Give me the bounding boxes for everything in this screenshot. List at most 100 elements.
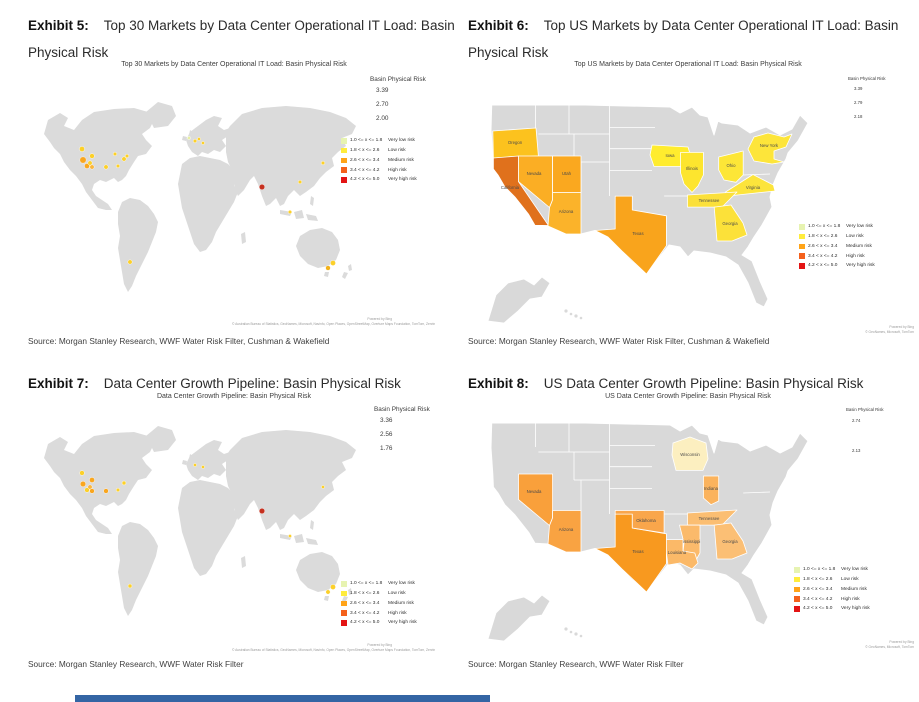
legend-range: 4.2 < x <= 5.0: [350, 620, 380, 626]
market-marker: [321, 161, 326, 166]
legend-row: 1.0 <= x <= 1.8 Very low risk: [341, 581, 417, 587]
source-note: Source: Morgan Stanley Research, WWF Wat…: [28, 659, 244, 669]
market-marker: [325, 589, 331, 595]
state-shape-georgia: [713, 204, 748, 242]
copyright-text: © GeoNames, Microsoft, TomTom: [865, 645, 914, 650]
legend-label: High risk: [846, 253, 865, 259]
legend-label: High risk: [388, 167, 407, 173]
state-label: Texas: [632, 549, 643, 554]
legend-row: 2.6 < x <= 3.4 Medium risk: [799, 243, 875, 250]
legend-row: 3.4 < x <= 4.2 High risk: [341, 167, 417, 173]
market-marker: [87, 160, 93, 166]
exhibit-8-label: Exhibit 8:: [468, 376, 529, 391]
exhibit-5-label: Exhibit 5:: [28, 18, 89, 33]
market-marker: [258, 507, 265, 514]
powered-by-text: Powered by Bing: [367, 643, 392, 648]
legend-range: 2.6 < x <= 3.4: [350, 600, 380, 606]
market-marker: [201, 465, 205, 469]
legend-range: 1.0 <= x <= 1.8: [803, 567, 836, 573]
state-label: Louisiana: [668, 550, 687, 555]
hawaii-island: [569, 312, 573, 316]
legend-label: Low risk: [388, 148, 406, 154]
legend-swatch: [341, 590, 347, 597]
legend-swatch: [799, 224, 805, 230]
legend-swatch: [341, 581, 347, 587]
legend-swatch: [794, 606, 800, 612]
scale-value: 3.39: [376, 87, 389, 94]
alaska-shape: [487, 594, 551, 642]
market-marker: [187, 136, 191, 140]
state-shape-indiana: [703, 475, 720, 506]
exhibit-5-title: Top 30 Markets by Data Center Operationa…: [28, 18, 455, 60]
state-label: Tennessee: [699, 198, 720, 203]
legend-label: Low risk: [841, 577, 859, 583]
market-marker: [87, 484, 93, 490]
chart-title: US Data Center Growth Pipeline: Basin Ph…: [605, 393, 771, 400]
market-marker: [103, 488, 109, 494]
legend-label: Very low risk: [388, 581, 415, 587]
legend-range: 3.4 < x <= 4.2: [803, 596, 833, 602]
copyright-text: © Australian Bureau of Statistics, GeoNa…: [232, 648, 436, 653]
legend-label: Very high risk: [841, 606, 870, 612]
legend-label: Medium risk: [388, 157, 414, 163]
legend-label: Very high risk: [846, 263, 875, 269]
risk-category-legend: 1.0 <= x <= 1.8 Very low risk 1.8 < x <= 2…: [794, 567, 870, 616]
chart-title: Data Center Growth Pipeline: Basin Physi…: [156, 393, 312, 400]
state-label: Iowa: [665, 153, 675, 158]
market-marker: [330, 584, 336, 590]
powered-by-text: Powered by Bing: [889, 325, 914, 330]
exhibit-6-heading: Exhibit 6: Top US Markets by Data Center …: [468, 12, 904, 66]
state-label: Utah: [562, 171, 572, 176]
map-attribution: Powered by Bing © GeoNames, Microsoft, T…: [754, 640, 914, 650]
legend-row: 2.6 < x <= 3.4 Medium risk: [341, 600, 417, 607]
legend-range: 1.8 < x <= 2.6: [803, 577, 833, 583]
scale-title: Basin Physical Risk: [846, 407, 884, 412]
market-marker: [193, 463, 197, 467]
hawaii-island: [564, 627, 568, 631]
market-marker: [298, 179, 303, 184]
map-attribution: Powered by Bing © Australian Bureau of S…: [232, 643, 436, 653]
risk-category-legend: 1.0 <= x <= 1.8 Very low risk 1.8 < x <= 2…: [341, 581, 417, 630]
state-label: Georgia: [722, 539, 738, 544]
state-label: Wisconsin: [680, 452, 700, 457]
legend-swatch: [341, 610, 347, 616]
state-label: Ohio: [726, 163, 736, 168]
legend-range: 3.4 < x <= 4.2: [808, 253, 838, 259]
legend-swatch: [794, 567, 800, 573]
legend-row: 1.8 < x <= 2.6 Low risk: [341, 147, 417, 154]
state-label: Arizona: [559, 209, 574, 214]
legend-range: 2.6 < x <= 3.4: [350, 157, 380, 163]
market-marker: [103, 164, 109, 170]
market-marker: [79, 470, 85, 476]
scale-value: 2.13: [852, 448, 861, 453]
legend-swatch: [341, 147, 347, 154]
state-shape-ohio: [718, 150, 744, 183]
scale-value: 2.18: [854, 114, 863, 119]
market-marker: [288, 534, 292, 538]
legend-range: 4.2 < x <= 5.0: [803, 606, 833, 612]
legend-row: 1.0 <= x <= 1.8 Very low risk: [799, 224, 875, 230]
powered-by-text: Powered by Bing: [889, 640, 914, 645]
exhibit-5-heading: Exhibit 5: Top 30 Markets by Data Center …: [28, 12, 464, 66]
market-marker: [325, 265, 331, 271]
map-attribution: Powered by Bing © GeoNames, Microsoft, T…: [754, 325, 914, 335]
alaska-shape: [487, 276, 551, 324]
legend-label: Low risk: [846, 234, 864, 240]
market-marker: [330, 260, 336, 266]
color-scale-legend: Basin Physical Risk 3.39 2.79 2.18: [848, 76, 886, 119]
hawaii-island: [579, 634, 583, 638]
hawaii-island: [574, 632, 578, 636]
legend-row: 4.2 < x <= 5.0 Very high risk: [799, 263, 875, 269]
source-note: Source: Morgan Stanley Research, WWF Wat…: [468, 659, 684, 669]
market-marker: [89, 153, 95, 159]
legend-row: 3.4 < x <= 4.2 High risk: [794, 596, 870, 602]
scale-value: 3.39: [854, 86, 863, 91]
legend-label: Very high risk: [388, 177, 417, 183]
legend-range: 1.0 <= x <= 1.8: [350, 581, 383, 587]
state-shape-new-york: [747, 132, 793, 165]
scale-title: Basin Physical Risk: [370, 76, 426, 83]
market-marker: [121, 156, 127, 162]
legend-swatch: [794, 596, 800, 602]
state-shape-oklahoma: [614, 510, 665, 534]
